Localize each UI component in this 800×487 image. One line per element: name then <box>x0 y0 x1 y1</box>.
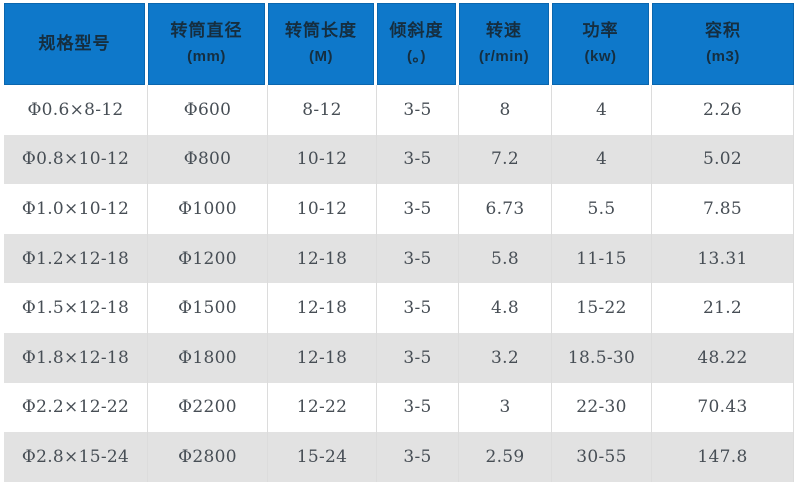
table-row: Φ0.6×8-12 Φ600 8-12 3-5 8 4 2.26 <box>4 85 794 135</box>
table-cell: 3-5 <box>377 283 459 333</box>
table-cell: Φ1.5×12-18 <box>4 283 148 333</box>
table-cell: 5.02 <box>652 134 794 185</box>
table-cell: 3-5 <box>377 432 459 482</box>
column-unit: (。) <box>407 48 426 65</box>
table-cell: 2.59 <box>459 432 552 482</box>
table-cell: 15-24 <box>268 432 377 482</box>
table-cell: Φ800 <box>148 134 268 185</box>
column-unit: (m3) <box>706 48 740 65</box>
column-unit: (kw) <box>584 48 617 65</box>
column-title: 功率 <box>582 21 619 40</box>
table-cell: 5.8 <box>459 233 552 284</box>
table-row: Φ2.8×15-24 Φ2800 15-24 3-5 2.59 30-55 147.8 <box>4 432 794 482</box>
table-row: Φ1.0×10-12 Φ1000 10-12 3-5 6.73 5.5 7.85 <box>4 184 794 234</box>
column-header-power: 功率 (kw) <box>552 3 652 85</box>
column-unit: (r/min) <box>478 48 530 65</box>
column-header-inclination: 倾斜度 (。) <box>377 3 459 85</box>
column-header-rotation-speed: 转速 (r/min) <box>459 3 552 85</box>
table-cell: 7.2 <box>459 134 552 185</box>
table-cell: 12-18 <box>268 332 377 383</box>
column-header-drum-diameter: 转筒直径 (mm) <box>148 3 268 85</box>
column-title: 规格型号 <box>38 34 111 53</box>
table-cell: 5.5 <box>552 184 652 234</box>
column-header-model: 规格型号 <box>4 3 148 85</box>
column-title: 容积 <box>705 21 741 40</box>
column-title: 转速 <box>486 21 522 40</box>
column-header-volume: 容积 (m3) <box>652 3 794 85</box>
column-unit: (mm) <box>187 48 226 65</box>
table-body: Φ0.6×8-12 Φ600 8-12 3-5 8 4 2.26 Φ0.8×10-12 Φ800… <box>4 85 794 482</box>
column-unit: (M) <box>309 48 333 65</box>
table-cell: 4.8 <box>459 283 552 333</box>
table-cell: 4 <box>552 134 652 185</box>
table-cell: 3-5 <box>377 233 459 284</box>
table-cell: 22-30 <box>552 382 652 433</box>
table-header: 规格型号 转筒直径 (mm) 转筒长度 (M) 倾斜度 (。) 转速 (r/mi… <box>4 3 794 85</box>
table-cell: 3-5 <box>377 85 459 135</box>
table-cell: 12-18 <box>268 233 377 284</box>
table-cell: 48.22 <box>652 332 794 383</box>
table-cell: Φ0.6×8-12 <box>4 85 148 135</box>
column-header-drum-length: 转筒长度 (M) <box>268 3 377 85</box>
table-cell: Φ1800 <box>148 332 268 383</box>
table-cell: Φ2200 <box>148 382 268 433</box>
table-cell: 6.73 <box>459 184 552 234</box>
table-cell: 3.2 <box>459 332 552 383</box>
table-cell: 3-5 <box>377 332 459 383</box>
table-row: Φ1.2×12-18 Φ1200 12-18 3-5 5.8 11-15 13.31 <box>4 233 794 284</box>
table-cell: 11-15 <box>552 233 652 284</box>
column-title: 倾斜度 <box>389 21 444 40</box>
table-cell: 15-22 <box>552 283 652 333</box>
table-row: Φ1.5×12-18 Φ1500 12-18 3-5 4.8 15-22 21.2 <box>4 283 794 333</box>
table-cell: 21.2 <box>652 283 794 333</box>
table-cell: 8-12 <box>268 85 377 135</box>
table-cell: 18.5-30 <box>552 332 652 383</box>
table-cell: Φ1500 <box>148 283 268 333</box>
table-row: Φ2.2×12-22 Φ2200 12-22 3-5 3 22-30 70.43 <box>4 382 794 433</box>
table-cell: Φ1.2×12-18 <box>4 233 148 284</box>
table-cell: 147.8 <box>652 432 794 482</box>
table-cell: 12-22 <box>268 382 377 433</box>
table-cell: 2.26 <box>652 85 794 135</box>
table-cell: 3-5 <box>377 134 459 185</box>
table-cell: 12-18 <box>268 283 377 333</box>
table-cell: Φ2.2×12-22 <box>4 382 148 433</box>
table-cell: 3 <box>459 382 552 433</box>
table-cell: 10-12 <box>268 184 377 234</box>
table-cell: Φ2.8×15-24 <box>4 432 148 482</box>
table-cell: 70.43 <box>652 382 794 433</box>
table-cell: Φ1200 <box>148 233 268 284</box>
table-row: Φ0.8×10-12 Φ800 10-12 3-5 7.2 4 5.02 <box>4 134 794 185</box>
table-cell: 3-5 <box>377 184 459 234</box>
table-cell: Φ600 <box>148 85 268 135</box>
column-title: 转筒长度 <box>285 21 357 40</box>
table-cell: 4 <box>552 85 652 135</box>
table-cell: Φ2800 <box>148 432 268 482</box>
table-cell: 13.31 <box>652 233 794 284</box>
table-cell: 3-5 <box>377 382 459 433</box>
table-row: Φ1.8×12-18 Φ1800 12-18 3-5 3.2 18.5-30 48.22 <box>4 332 794 383</box>
table-cell: Φ1.0×10-12 <box>4 184 148 234</box>
table-cell: 7.85 <box>652 184 794 234</box>
table-cell: Φ1000 <box>148 184 268 234</box>
table-cell: 30-55 <box>552 432 652 482</box>
table-cell: 10-12 <box>268 134 377 185</box>
column-title: 转筒直径 <box>170 21 243 40</box>
table-cell: Φ0.8×10-12 <box>4 134 148 185</box>
table-cell: 8 <box>459 85 552 135</box>
table-cell: Φ1.8×12-18 <box>4 332 148 383</box>
